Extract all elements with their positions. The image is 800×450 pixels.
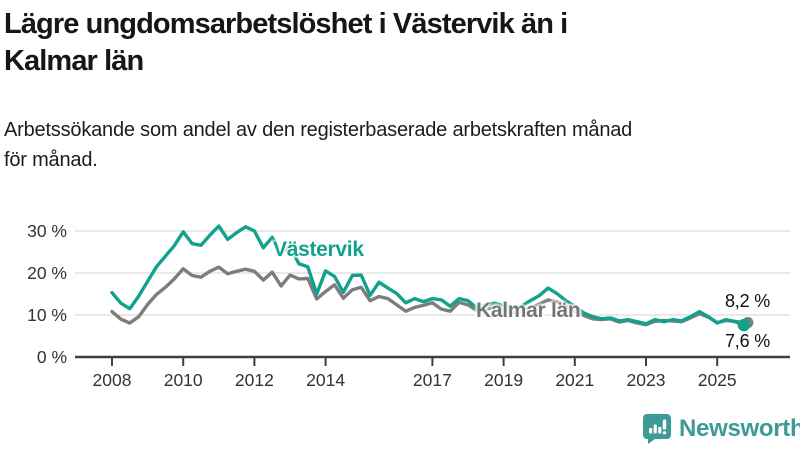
x-tick-label: 2014 (306, 370, 345, 390)
series-label-kalmar: Kalmar län (476, 299, 581, 322)
y-tick-label: 20 % (27, 263, 67, 283)
x-tick-label: 2010 (164, 370, 203, 390)
end-value-vastervik: 7,6 % (724, 331, 770, 351)
y-tick-label: 10 % (27, 305, 67, 325)
x-tick-label: 2012 (235, 370, 274, 390)
line-chart: 0 % 10 % 20 % 30 % 2008 2010 2012 2014 2017 2019 2… (27, 221, 790, 390)
page-title: Lägre ungdomsarbetslöshet i Västervik än… (4, 6, 796, 80)
newsworthy-logo: Newsworthy (642, 413, 800, 444)
end-value-kalmar: 8,2 % (724, 291, 770, 311)
title-line-1: Lägre ungdomsarbetslöshet i Västervik än… (4, 8, 568, 40)
newsworthy-icon (643, 414, 671, 444)
x-tick-label: 2008 (93, 370, 132, 390)
series-line-vastervik (110, 224, 746, 327)
title-line-2: Kalmar län (4, 45, 144, 77)
x-tick-label: 2021 (555, 370, 594, 390)
series-label-vastervik: Västervik (273, 238, 364, 261)
subtitle-line-1: Arbetssökande som andel av den registerb… (4, 119, 633, 141)
x-tick-label: 2017 (413, 370, 452, 390)
subtitle-line-2: för månad. (4, 149, 98, 171)
series-line-kalmar (110, 265, 746, 327)
x-tick-label: 2023 (627, 370, 666, 390)
chart-subtitle: Arbetssökande som andel av den registerb… (4, 115, 796, 175)
y-tick-label: 30 % (27, 221, 67, 241)
y-tick-label: 0 % (37, 347, 67, 367)
end-dot-vastervik (737, 318, 751, 332)
newsworthy-wordmark: Newsworthy (679, 414, 800, 442)
x-tick-label: 2025 (698, 370, 737, 390)
x-tick-label: 2019 (484, 370, 523, 390)
